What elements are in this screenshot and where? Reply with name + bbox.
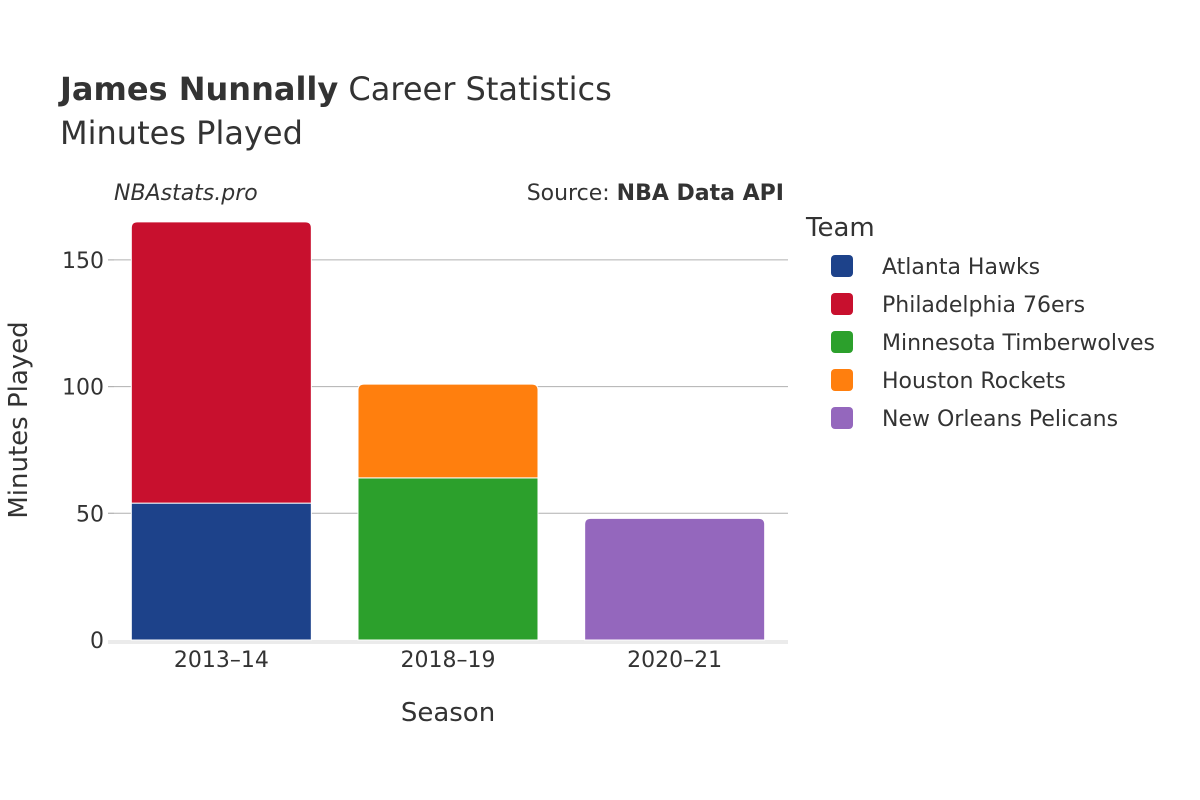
- y-axis-ticks: 0 50 100 150: [62, 249, 104, 654]
- source-name: NBA Data API: [617, 181, 784, 206]
- legend-item[interactable]: Houston Rockets: [831, 369, 1066, 394]
- legend-item[interactable]: Atlanta Hawks: [831, 255, 1040, 280]
- y-tick-label: 150: [62, 249, 104, 274]
- source-prefix: Source:: [527, 181, 617, 206]
- bar-segment: [130, 221, 312, 504]
- y-tick-label: 100: [62, 376, 104, 401]
- y-axis-title: Minutes Played: [4, 321, 34, 518]
- y-tick-label: 0: [90, 629, 104, 654]
- legend-label: Minnesota Timberwolves: [882, 331, 1155, 356]
- legend-swatch: [831, 331, 853, 353]
- x-tick-label: 2020–21: [627, 648, 722, 673]
- legend-title: Team: [805, 213, 875, 243]
- legend-item[interactable]: New Orleans Pelicans: [831, 407, 1118, 432]
- legend-swatch: [831, 255, 853, 277]
- legend-swatch: [831, 407, 853, 429]
- legend-item[interactable]: Minnesota Timberwolves: [831, 331, 1155, 356]
- bar-segment: [130, 502, 312, 641]
- chart-title: James Nunnally Career Statistics: [58, 70, 612, 108]
- legend-label: Philadelphia 76ers: [882, 293, 1085, 318]
- legend-item[interactable]: Philadelphia 76ers: [831, 293, 1085, 318]
- site-credit: NBAstats.pro: [114, 181, 258, 206]
- bar-segment: [357, 383, 539, 479]
- x-axis-ticks: 2013–14 2018–19 2020–21: [174, 648, 722, 673]
- bars: [130, 221, 766, 641]
- player-name: James Nunnally: [58, 70, 338, 108]
- legend-label: New Orleans Pelicans: [882, 407, 1118, 432]
- title-suffix: Career Statistics: [338, 70, 612, 108]
- y-tick-label: 50: [76, 502, 104, 527]
- x-axis-title: Season: [401, 698, 495, 728]
- legend-label: Houston Rockets: [882, 369, 1066, 394]
- source-credit: Source: NBA Data API: [527, 181, 784, 206]
- legend: Atlanta Hawks Philadelphia 76ers Minnesota…: [831, 255, 1155, 432]
- zero-baseline: [108, 640, 788, 644]
- legend-swatch: [831, 369, 853, 391]
- legend-swatch: [831, 293, 853, 315]
- bar-segment: [584, 517, 766, 641]
- x-tick-label: 2018–19: [401, 648, 496, 673]
- bar-segment: [357, 477, 539, 641]
- x-tick-label: 2013–14: [174, 648, 269, 673]
- chart-subtitle: Minutes Played: [60, 114, 303, 152]
- legend-label: Atlanta Hawks: [882, 255, 1040, 280]
